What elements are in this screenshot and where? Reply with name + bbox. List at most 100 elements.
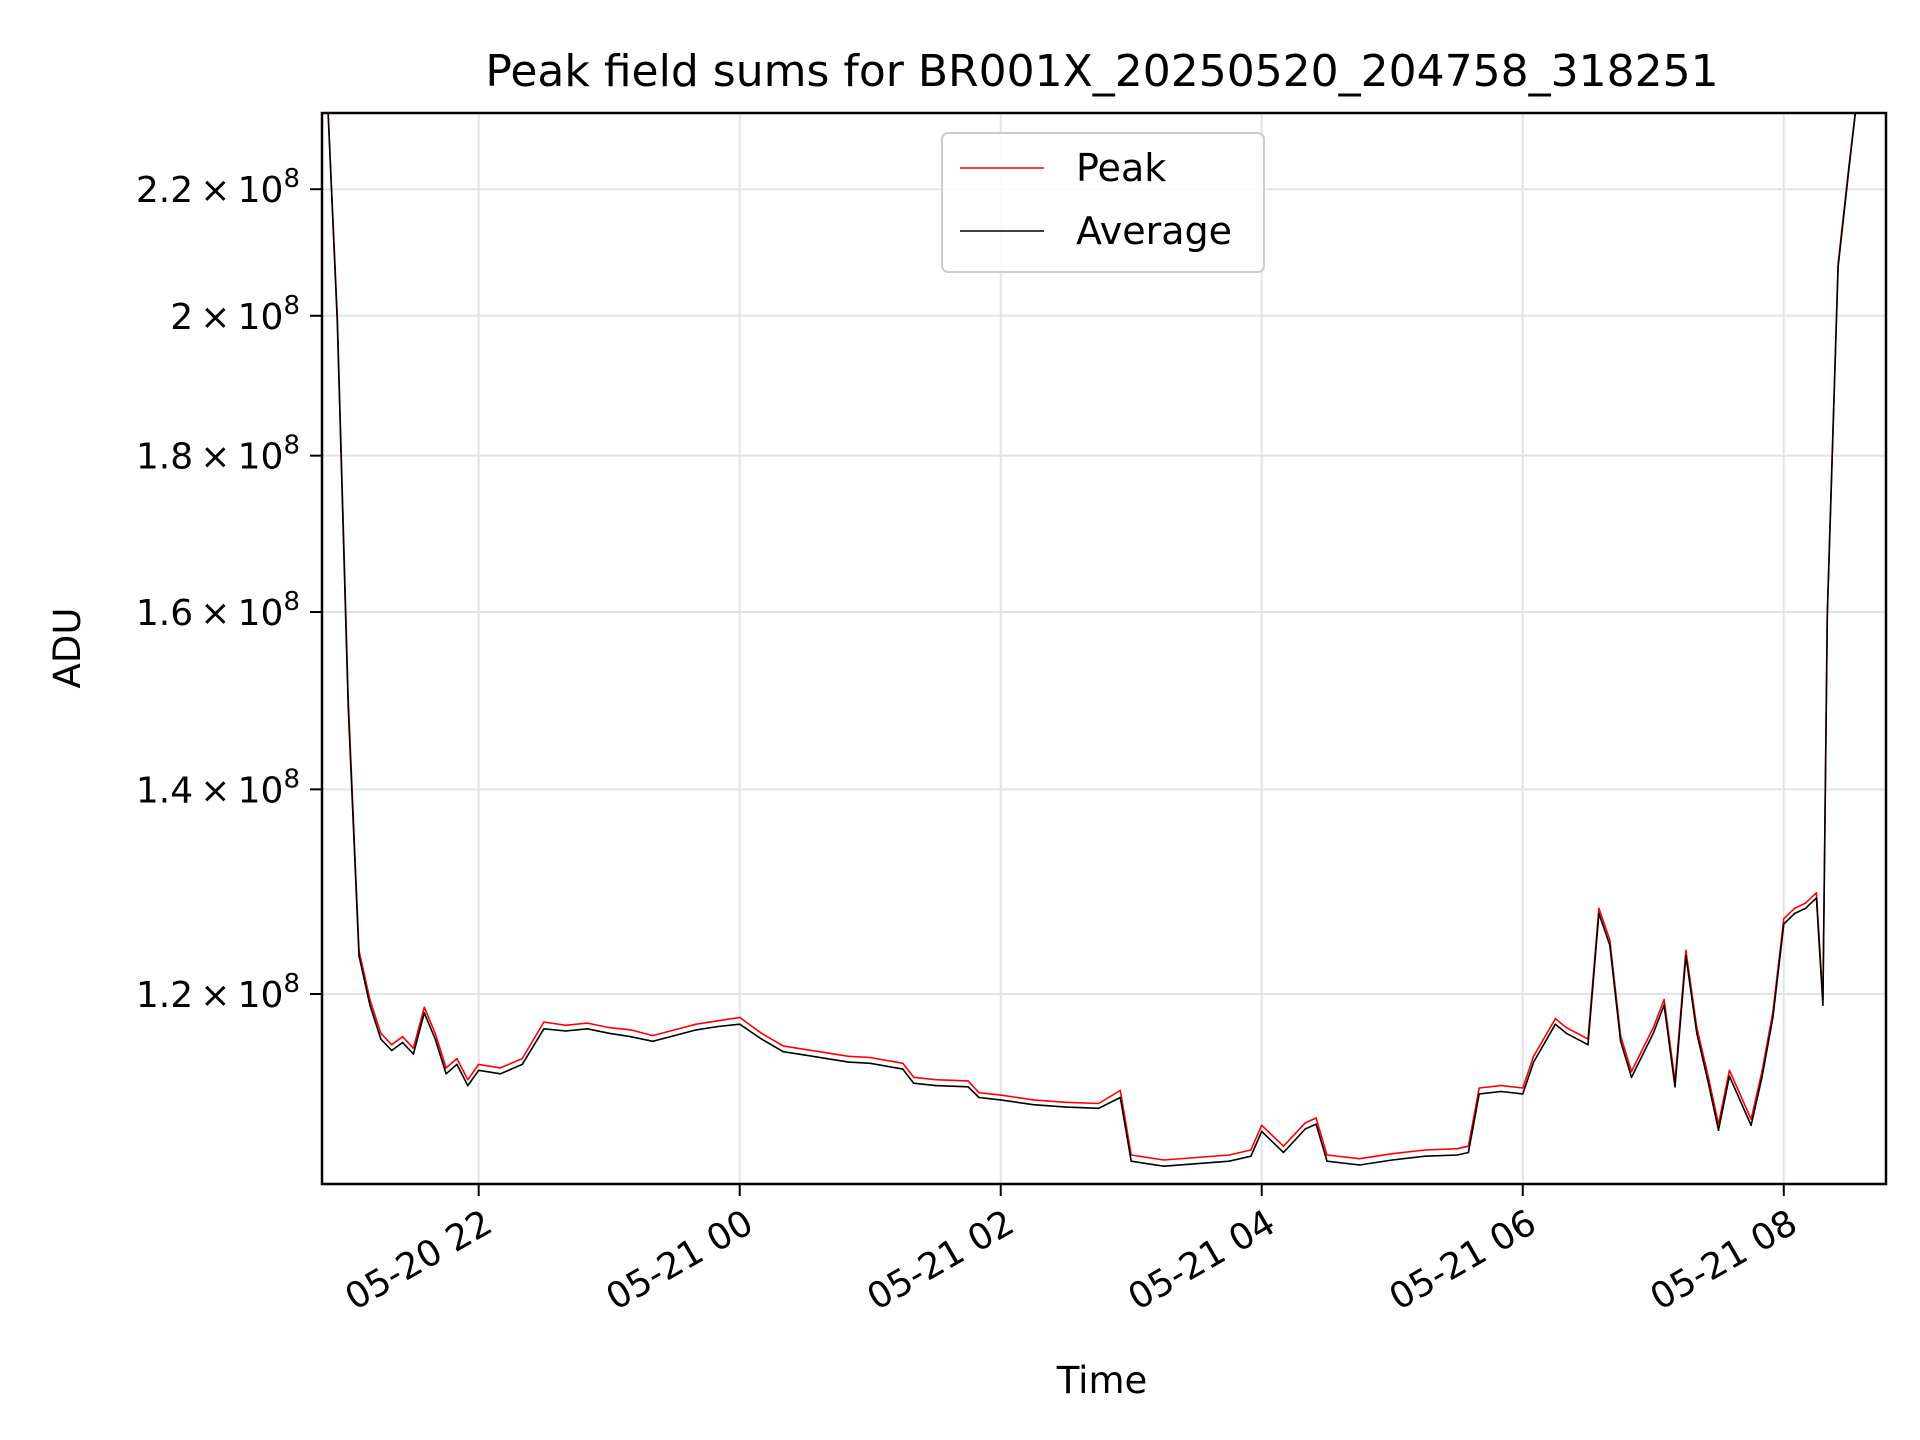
data-point-average — [1391, 1159, 1393, 1161]
data-point-peak — [804, 1048, 806, 1051]
data-point-peak — [760, 1032, 763, 1035]
data-point-average — [760, 1038, 763, 1040]
data-point-peak — [967, 1080, 969, 1082]
y-axis-label: ADU — [46, 608, 89, 689]
data-point-average — [738, 1023, 741, 1025]
data-point-average — [1717, 1129, 1720, 1131]
data-point-peak — [1728, 1069, 1731, 1072]
data-point-average — [456, 1063, 458, 1066]
data-point-average — [1130, 1160, 1132, 1162]
data-point-average — [1826, 615, 1829, 617]
data-point-average — [934, 1084, 937, 1087]
data-point-peak — [912, 1076, 915, 1079]
data-point-average — [673, 1034, 676, 1037]
data-point-peak — [1424, 1149, 1426, 1151]
data-point-peak — [1804, 902, 1807, 904]
data-point-average — [847, 1061, 850, 1063]
data-point-peak — [1685, 949, 1687, 952]
data-point-peak — [1554, 1017, 1557, 1020]
data-point-peak — [1750, 1118, 1752, 1120]
data-point-peak — [978, 1091, 980, 1094]
data-point-peak — [825, 1052, 828, 1054]
data-point-peak — [1565, 1026, 1568, 1029]
data-point-peak — [1456, 1147, 1459, 1150]
data-point-average — [1587, 1043, 1589, 1046]
data-point-average — [1554, 1023, 1557, 1025]
data-point-peak — [1478, 1087, 1480, 1089]
data-point-average — [467, 1084, 469, 1087]
data-point-average — [1260, 1130, 1263, 1133]
data-point-peak — [1391, 1152, 1393, 1155]
data-point-peak — [1119, 1089, 1122, 1092]
data-point-peak — [1652, 1026, 1655, 1029]
data-point-peak — [456, 1057, 458, 1060]
data-point-average — [1783, 923, 1785, 925]
data-point-peak — [445, 1067, 447, 1069]
y-axis-ticks: 1.2 × 108 1.4 × 108 1.6 × 108 1.8 × 108 2 × … — [136, 164, 322, 1016]
data-point-peak — [1783, 917, 1785, 920]
data-point-peak — [1228, 1154, 1230, 1156]
data-point-peak — [608, 1026, 610, 1029]
data-point-peak — [1097, 1102, 1100, 1105]
grid-lines — [322, 113, 1886, 1184]
chart-title: Peak field sums for BR001X_20250520_2047… — [485, 46, 1718, 97]
data-point-peak — [999, 1094, 1002, 1096]
data-point-peak — [630, 1029, 632, 1031]
data-point-peak — [1598, 907, 1600, 910]
data-point-average — [499, 1073, 502, 1075]
data-point-average — [825, 1057, 828, 1060]
data-point-average — [1804, 907, 1807, 910]
data-point-peak — [1609, 939, 1611, 941]
data-point-peak — [390, 1043, 393, 1046]
x-axis-label: Time — [1056, 1359, 1148, 1402]
data-point-average — [423, 1012, 426, 1014]
series-line-average — [327, 113, 1857, 1167]
legend-average-label: Average — [1076, 209, 1232, 253]
data-point-average — [1500, 1090, 1502, 1093]
data-point-peak — [380, 1032, 382, 1035]
data-point-average — [1772, 1016, 1774, 1019]
y-tick-label: 1.2 × 108 — [136, 969, 300, 1016]
data-point-peak — [1815, 892, 1818, 894]
data-point-peak — [1793, 907, 1796, 910]
data-point-peak — [586, 1022, 589, 1024]
data-point-peak — [1260, 1124, 1263, 1127]
data-point-average — [358, 955, 360, 957]
data-point-average — [1358, 1164, 1361, 1166]
data-point-average — [967, 1086, 969, 1088]
data-point-average — [1652, 1032, 1655, 1035]
data-point-average — [782, 1050, 784, 1053]
data-point-average — [434, 1038, 437, 1040]
data-point-peak — [902, 1062, 904, 1065]
y-tick-label: 1.8 × 108 — [136, 431, 300, 478]
data-point-average — [1304, 1128, 1306, 1130]
data-point-average — [999, 1099, 1002, 1101]
y-tick-label: 2 × 108 — [170, 291, 300, 338]
data-point-peak — [1032, 1099, 1035, 1101]
data-point-peak — [695, 1023, 697, 1025]
data-point-average — [445, 1073, 447, 1075]
data-point-average — [1565, 1032, 1568, 1035]
data-point-average — [1315, 1123, 1317, 1125]
data-point-average — [1326, 1160, 1328, 1162]
data-point-peak — [1315, 1117, 1317, 1119]
data-point-average — [1195, 1162, 1198, 1165]
data-point-average — [1467, 1151, 1470, 1154]
data-point-peak — [564, 1024, 567, 1027]
data-point-average — [521, 1063, 523, 1066]
data-point-peak — [1663, 998, 1665, 1001]
data-point-average — [543, 1028, 545, 1030]
data-point-average — [1250, 1155, 1252, 1157]
data-point-peak — [1282, 1145, 1285, 1147]
data-point-average — [1761, 1076, 1763, 1079]
data-point-average — [717, 1025, 719, 1028]
data-point-average — [902, 1068, 904, 1070]
data-point-average — [1848, 167, 1850, 170]
data-point-average — [1822, 1004, 1824, 1006]
data-point-peak — [1500, 1084, 1502, 1087]
data-point-peak — [869, 1056, 871, 1059]
data-point-average — [1609, 944, 1611, 946]
data-point-average — [380, 1038, 382, 1040]
data-point-peak — [651, 1034, 654, 1037]
data-point-peak — [1250, 1149, 1252, 1151]
